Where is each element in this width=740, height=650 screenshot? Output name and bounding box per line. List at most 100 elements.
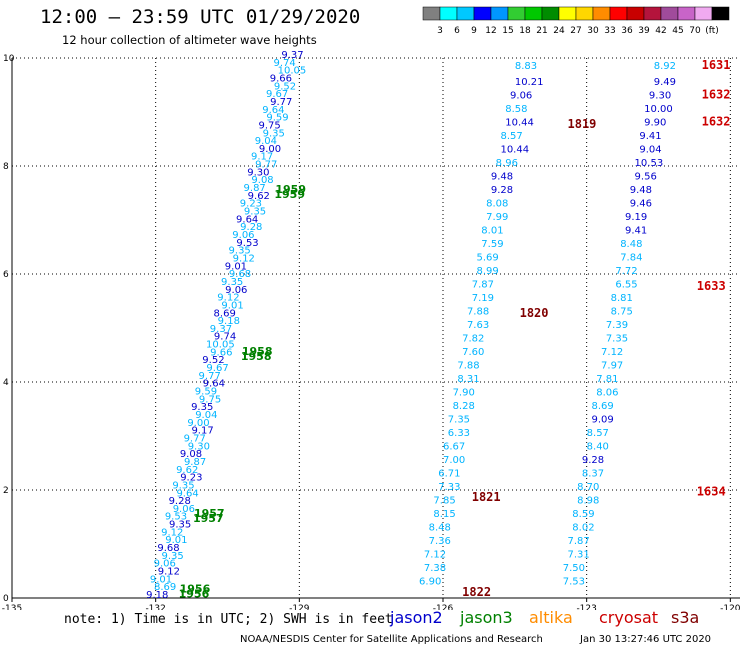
track1-data-label: 9.04 [255,136,277,147]
track1-data-label: 9.74 [274,58,296,69]
track1-data-label: 9.12 [217,293,239,304]
track1-data-label: 9.06 [173,504,195,515]
track2-data-label: 7.87 [472,280,494,291]
track2-data-label: 8.96 [496,158,518,169]
track3-data-label: 7.50 [563,563,585,574]
track2-data-label: 8.08 [486,199,508,210]
track3-data-label: 9.46 [630,199,652,210]
track1-data-label: 9.62 [176,465,198,476]
track3-data-label: 8.98 [577,496,599,507]
track3-data-label: 7.35 [606,334,628,345]
track1-data-label: 9.12 [161,527,183,538]
track2-data-label: 6.71 [438,469,460,480]
footer-note: note: 1) Time is in UTC; 2) SWH is in fe… [64,612,393,627]
colorbar-label: 39 [638,26,650,36]
track1-data-label: 9.52 [274,81,296,92]
track3-data-label: 7.72 [615,266,637,277]
track2-data-label: 8.99 [477,266,499,277]
track3-data-label: 7.84 [620,253,642,264]
x-tick-label: -135 [2,604,22,610]
track1-data-label: 9.75 [199,394,221,405]
colorbar-label: 42 [655,26,666,36]
track1-data-label: 9.77 [199,371,221,382]
track3-data-label: 8.57 [587,428,609,439]
track2-data-label: 7.38 [424,563,446,574]
track1-data-label: 9.66 [210,347,232,358]
jason3-time-label: 1959 [275,183,306,196]
colorbar-label: 9 [471,26,477,36]
track1-data-label: 9.64 [203,379,225,390]
altimeter-wave-height-chart: -135 -132 -129 -126 -123 -12002468109.188.699… [2,50,740,610]
track3-data-label: 7.87 [568,536,590,547]
colorbar-label: 24 [553,26,565,36]
track1-data-label: 9.64 [236,214,258,225]
track1-data-label: 9.06 [232,230,254,241]
colorbar-label: 6 [454,26,460,36]
track3-data-label: 7.53 [563,577,585,588]
track3-data-label: 9.49 [654,77,676,88]
track1-data-label: 9.75 [259,120,281,131]
track2-data-label: 7.36 [429,536,451,547]
track1-data-label: 9.28 [169,496,191,507]
track3-data-label: 9.41 [625,226,647,237]
track3-data-label: 9.19 [625,212,647,223]
track3-data-label: 6.55 [615,280,637,291]
track3-data-label: 8.48 [620,239,642,250]
credit-text: NOAA/NESDIS Center for Satellite Applica… [240,634,543,645]
track2-data-label: 8.48 [429,523,451,534]
track1-data-label: 9.87 [244,183,266,194]
track3-data-label: 8.02 [572,523,594,534]
track1-data-label: 8.69 [214,308,236,319]
track3-data-label: 8.70 [577,482,599,493]
track1-data-label: 9.35 [229,246,251,257]
track1-data-label: 9.00 [187,418,209,429]
track3-data-label: 8.06 [596,388,618,399]
pass-time-label: 1631 [702,58,731,72]
track1-data-label: 9.67 [206,363,228,374]
track1-data-label: 9.77 [270,97,292,108]
track3-data-label: 9.09 [591,415,613,426]
track1-data-label: 9.08 [180,449,202,460]
track2-data-label: 7.82 [462,334,484,345]
pass-time-label: 1820 [520,306,549,320]
track1-data-label: 9.68 [157,543,179,554]
track1-data-label: 9.59 [266,113,288,124]
track3-data-label: 9.28 [582,455,604,466]
y-tick-label: 8 [3,162,9,172]
track1-data-label: 9.30 [188,441,210,452]
track2-data-label: 10.44 [505,118,534,129]
y-tick-label: 6 [3,270,9,280]
track1-data-label: 9.77 [255,160,277,171]
chart-subtitle: 12 hour collection of altimeter wave hei… [62,33,317,47]
track2-data-label: 8.57 [500,131,522,142]
jason3-time-label: 1957 [193,512,224,525]
track1-data-label: 9.06 [154,559,176,570]
track1-data-label: 9.53 [165,512,187,523]
y-tick-label: 10 [3,54,15,64]
jason3-time-label: 1959 [274,188,305,201]
legend-jason2: jason2 [390,608,443,627]
track3-data-label: 8.92 [654,61,676,72]
track1-data-label: 9.77 [184,433,206,444]
track3-data-label: 8.59 [572,509,594,520]
track1-data-label: 9.18 [146,590,168,601]
track2-data-label: 6.90 [419,577,441,588]
y-tick-label: 4 [3,378,9,388]
track3-data-label: 9.04 [639,145,661,156]
track2-data-label: 6.67 [443,442,465,453]
legend-cryosat: cryosat [599,608,659,627]
track3-data-label: 8.75 [611,307,633,318]
track3-data-label: 7.12 [601,347,623,358]
track1-data-label: 9.66 [270,73,292,84]
colorbar-label: 70 [689,26,701,36]
track1-data-label: 9.01 [225,261,247,272]
track1-data-label: 9.17 [191,426,213,437]
track1-data-label: 9.67 [266,89,288,100]
track3-data-label: 7.81 [596,374,618,385]
track1-data-label: 9.12 [158,567,180,578]
track1-data-label: 9.68 [229,269,251,280]
track2-data-label: 8.28 [453,401,475,412]
track3-data-label: 10.00 [644,104,673,115]
track1-data-label: 9.12 [233,253,255,264]
track1-data-label: 10.05 [206,340,235,351]
